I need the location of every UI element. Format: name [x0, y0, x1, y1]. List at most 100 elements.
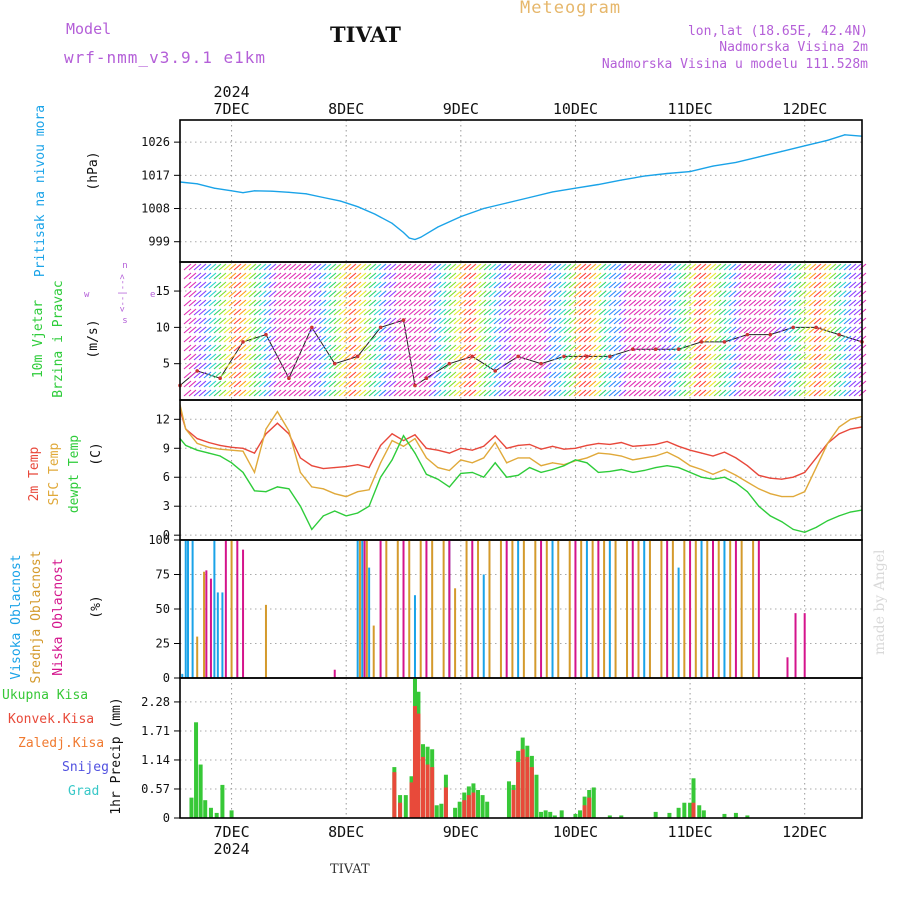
wind-barb	[708, 326, 717, 334]
wind-barb	[583, 389, 592, 397]
wind-barb	[733, 362, 742, 370]
series-temperature-0-point	[700, 452, 703, 454]
series-temperature-0-point	[838, 433, 840, 435]
wind-barb	[343, 344, 352, 352]
wind-barb	[653, 317, 662, 325]
wind-barb	[743, 380, 752, 388]
wind-barb	[658, 326, 667, 334]
wind-barb	[823, 290, 832, 298]
wind-barb	[578, 326, 587, 334]
wind-barb	[228, 389, 237, 397]
wind-barb	[838, 299, 847, 307]
wind-barb	[688, 272, 697, 280]
wind-barb	[678, 317, 687, 325]
wind-barb	[313, 353, 322, 361]
wind-barb	[828, 326, 837, 334]
wind-barb	[233, 263, 242, 271]
wind-barb	[198, 272, 207, 280]
wind-barb	[498, 317, 507, 325]
wind-barb	[228, 344, 237, 352]
wind-barb	[698, 371, 707, 379]
wind-barb	[193, 362, 202, 370]
wind-speed-point	[241, 340, 245, 344]
wind-barb	[503, 308, 512, 316]
series-precip-0-bar	[214, 812, 219, 818]
wind-barb	[208, 326, 217, 334]
wind-barb	[783, 362, 792, 370]
wind-barb	[433, 344, 442, 352]
wind-barb	[278, 290, 287, 298]
wind-barb	[463, 299, 472, 307]
wind-barb	[263, 389, 272, 397]
wind-barb	[498, 272, 507, 280]
unit-cloud: (%)	[89, 595, 104, 618]
series-clouds-1-bar	[717, 540, 720, 678]
wind-barb	[493, 290, 502, 298]
wind-barb	[568, 317, 577, 325]
series-temperature-1-point	[666, 451, 668, 453]
wind-barb	[838, 326, 847, 334]
wind-barb	[713, 389, 722, 397]
wind-barb	[513, 272, 522, 280]
wind-barb	[648, 281, 657, 289]
wind-barb	[378, 362, 387, 370]
wind-barb	[523, 272, 532, 280]
wind-barb	[518, 290, 527, 298]
wind-barb	[578, 263, 587, 271]
wind-barb	[543, 326, 552, 334]
series-clouds-1-bar	[442, 540, 445, 678]
wind-barb	[483, 353, 492, 361]
wind-barb	[228, 290, 237, 298]
wind-barb	[728, 344, 737, 352]
wind-barb	[698, 389, 707, 397]
wind-barb	[443, 326, 452, 334]
compass-south: s	[122, 316, 127, 326]
wind-barb	[668, 389, 677, 397]
wind-barb	[558, 335, 567, 343]
wind-barb	[783, 344, 792, 352]
wind-barb	[718, 317, 727, 325]
wind-barb	[533, 389, 542, 397]
wind-barb	[338, 299, 347, 307]
wind-barb	[573, 326, 582, 334]
wind-barb	[643, 335, 652, 343]
series-clouds-2-bar	[794, 613, 797, 678]
wind-barb	[338, 272, 347, 280]
series-temperature-0-point	[609, 443, 611, 446]
wind-barb	[468, 344, 477, 352]
wind-barb	[633, 380, 642, 388]
compass-arrow: <--|-->	[118, 273, 128, 312]
wind-barb	[393, 299, 402, 307]
wind-barb	[533, 299, 542, 307]
wind-barb	[443, 299, 452, 307]
wind-barb	[308, 308, 317, 316]
wind-barb	[253, 326, 262, 334]
wind-barb	[333, 317, 342, 325]
wind-barb	[453, 335, 462, 343]
wind-barb	[598, 281, 607, 289]
wind-barb	[368, 281, 377, 289]
wind-barb	[328, 281, 337, 289]
wind-barb	[343, 272, 352, 280]
wind-barb	[773, 308, 782, 316]
wind-barb	[388, 281, 397, 289]
wind-barb	[758, 335, 767, 343]
wind-barb	[523, 335, 532, 343]
wind-barb	[413, 308, 422, 316]
series-temperature-0-point	[735, 457, 737, 459]
wind-barb	[693, 389, 702, 397]
series-pressure-0-point	[374, 213, 376, 215]
series-clouds-0-bar	[677, 567, 680, 678]
wind-barb	[453, 308, 462, 316]
series-clouds-2-bar	[333, 669, 336, 678]
wind-barb	[628, 272, 637, 280]
series-temperature-1-point	[276, 410, 279, 413]
wind-barb	[383, 344, 392, 352]
wind-barb	[823, 281, 832, 289]
wind-barb	[418, 281, 427, 289]
series-precip-1-bar	[466, 795, 471, 818]
ylabel-precip: 1hr Precip (mm)	[109, 697, 124, 814]
wind-barb	[693, 317, 702, 325]
wind-barb	[588, 389, 597, 397]
series-temperature-2-point	[746, 491, 748, 493]
